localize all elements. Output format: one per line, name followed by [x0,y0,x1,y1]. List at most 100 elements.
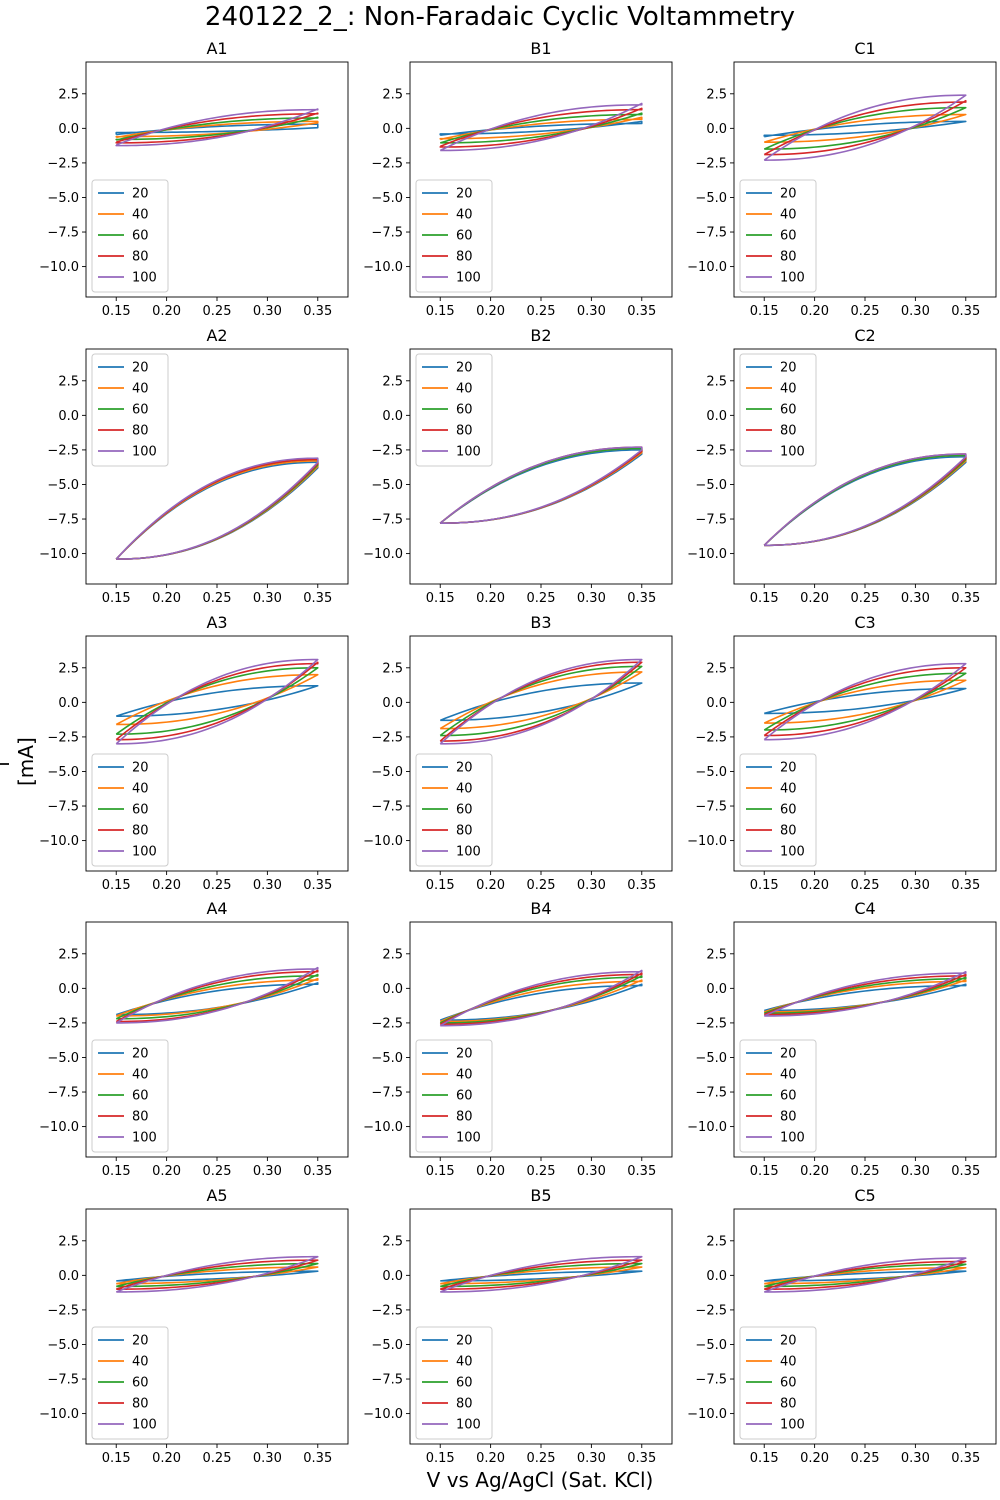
subplot-title: B5 [530,1186,551,1205]
series-20-line [764,687,967,715]
legend-label: 60 [780,1376,797,1391]
x-tick-label: 0.35 [627,1451,656,1466]
series-80-line [115,661,319,741]
y-tick-label: 2.5 [58,374,79,389]
legend-label: 20 [456,361,473,376]
y-tick-label: −10.0 [39,547,79,562]
x-tick-label: 0.30 [577,304,606,319]
y-tick-label: −7.5 [695,226,727,241]
x-tick-label: 0.15 [102,304,131,319]
legend-label: 80 [456,824,473,839]
y-tick-label: 2.5 [706,1234,727,1249]
legend-label: 60 [780,803,797,818]
legend-label: 40 [456,382,473,397]
y-tick-label: 2.5 [58,1234,79,1249]
x-tick-label: 0.20 [152,304,181,319]
y-tick-label: −7.5 [47,800,79,815]
series-80-line [763,99,967,156]
x-tick-label: 0.20 [152,878,181,893]
legend-label: 60 [132,1089,149,1104]
legend-label: 60 [780,229,797,244]
y-tick-label: −2.5 [695,443,727,458]
x-tick-label: 0.35 [303,304,332,319]
legend-label: 60 [780,1089,797,1104]
x-tick-label: 0.35 [627,304,656,319]
y-tick-label: −7.5 [371,1086,403,1101]
y-tick-label: −7.5 [47,513,79,528]
y-tick-label: −10.0 [687,1407,727,1422]
subplot-title: C1 [854,39,875,58]
subplot-title: A2 [206,326,227,345]
legend-box [415,753,493,867]
y-tick-label: −5.0 [47,765,79,780]
y-tick-label: −10.0 [363,547,403,562]
x-tick-label: 0.25 [527,591,556,606]
y-tick-label: −5.0 [371,765,403,780]
y-tick-label: −5.0 [47,1051,79,1066]
y-tick-label: −7.5 [371,226,403,241]
legend-label: 20 [456,187,473,202]
series-20-line [439,120,643,137]
y-tick-label: −5.0 [371,191,403,206]
legend-label: 80 [132,250,149,265]
series-group [115,457,319,560]
x-tick-label: 0.30 [577,591,606,606]
series-80-line [763,453,967,547]
series-20-line [763,120,967,138]
x-tick-label: 0.15 [102,878,131,893]
y-tick-label: −7.5 [695,1086,727,1101]
legend-box [739,1039,817,1153]
legend-label: 80 [132,424,149,439]
x-tick-label: 0.35 [951,304,980,319]
legend-label: 100 [456,1418,481,1433]
y-tick-label: −10.0 [687,547,727,562]
series-100-line [763,94,967,161]
legend-label: 80 [780,1397,797,1412]
series-60-line [115,116,319,141]
series-group [439,969,643,1027]
series-20-line [439,983,643,1021]
y-tick-label: −5.0 [695,478,727,493]
x-tick-label: 0.25 [203,1451,232,1466]
y-tick-label: −5.0 [47,478,79,493]
legend-box [415,353,493,467]
x-tick-label: 0.30 [901,1164,930,1179]
series-80-line [115,1259,319,1290]
y-tick-label: −10.0 [39,1120,79,1135]
legend-label: 100 [780,445,805,460]
y-tick-label: 2.5 [382,947,403,962]
legend-label: 60 [456,803,473,818]
series-20-line [763,456,967,547]
subplot-C1: C1 0.15 0.20 0.25 0.30 0.35 2.5 0.0 −2.5 −5.0 −7.5… [687,39,997,319]
y-tick-label: −5.0 [695,765,727,780]
legend-label: 60 [456,403,473,418]
y-tick-label: 0.0 [382,1269,403,1284]
y-tick-label: −10.0 [363,260,403,275]
subplot-title: B3 [530,613,551,632]
x-tick-label: 0.20 [800,304,829,319]
y-tick-label: −5.0 [371,1338,403,1353]
x-tick-label: 0.15 [750,304,779,319]
y-tick-label: −2.5 [371,443,403,458]
y-tick-label: −2.5 [695,1303,727,1318]
subplot-A2: A2 0.15 0.20 0.25 0.30 0.35 2.5 0.0 −2.5 −5.0 −7.5… [39,326,349,606]
legend-label: 40 [132,782,149,797]
y-tick-label: −2.5 [47,156,79,171]
y-tick-label: −7.5 [695,1373,727,1388]
x-tick-label: 0.35 [627,1164,656,1179]
series-80-line [439,972,643,1026]
series-60-line [763,976,967,1015]
subplot-B2: B2 0.15 0.20 0.25 0.30 0.35 2.5 0.0 −2.5 −5.0 −7.5… [363,326,673,606]
legend-label: 20 [780,761,797,776]
y-tick-label: −2.5 [695,730,727,745]
series-100-line [763,970,967,1017]
legend-box [415,1326,493,1440]
series-group [115,1255,319,1293]
series-100-line [115,108,319,147]
subplot-title: C5 [854,1186,875,1205]
series-group [439,1255,643,1293]
y-tick-label: −10.0 [687,260,727,275]
series-20-line [764,1270,967,1282]
subplot-C3: C3 0.15 0.20 0.25 0.30 0.35 2.5 0.0 −2.5 −5.0 −7.5… [687,613,997,893]
series-20-line [115,684,319,717]
